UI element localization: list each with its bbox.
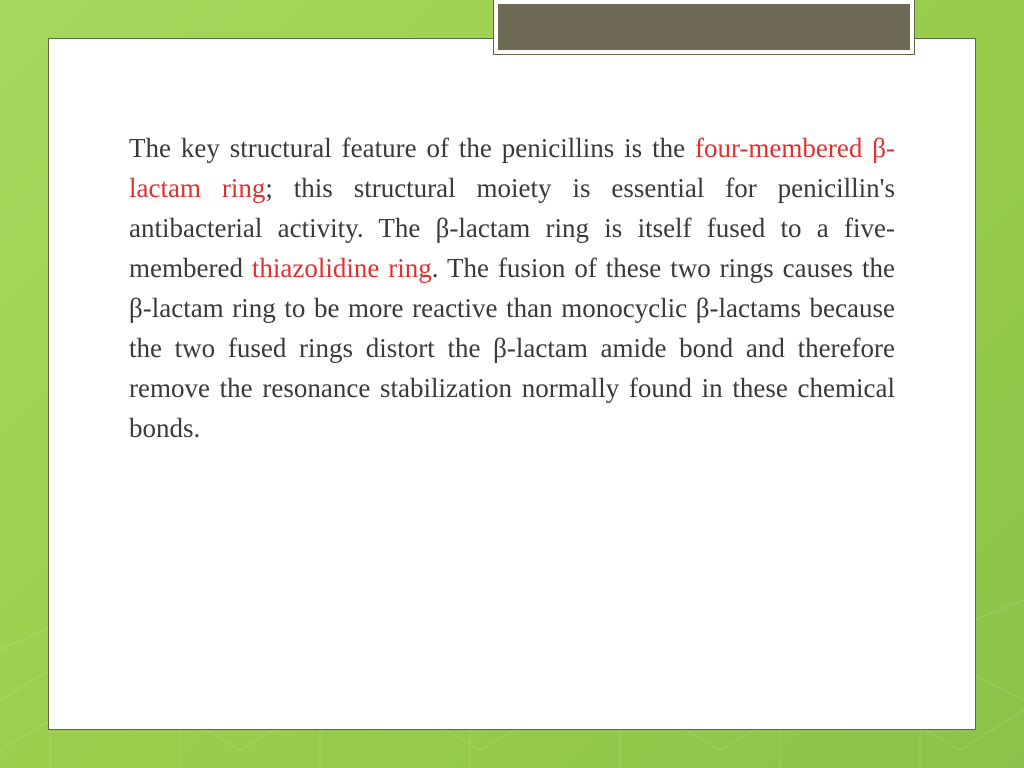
- highlight-thiazolidine: thiazolidine ring: [252, 253, 432, 283]
- body-paragraph: The key structural feature of the penici…: [129, 129, 895, 449]
- text-seg-0: The key structural feature of the penici…: [129, 133, 695, 163]
- slide-tab: [494, 0, 914, 54]
- slide-frame: The key structural feature of the penici…: [48, 38, 976, 730]
